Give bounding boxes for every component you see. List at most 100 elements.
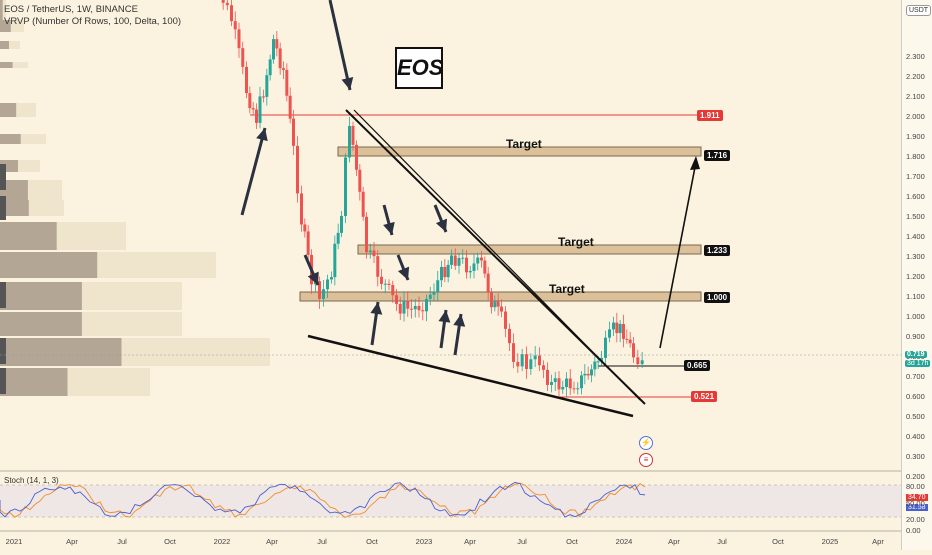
symbol-title: EOS / TetherUS, 1W, BINANCE xyxy=(4,4,138,15)
candle-body xyxy=(296,145,299,194)
candle-body xyxy=(336,232,340,244)
candle-body xyxy=(306,231,310,255)
candle-body xyxy=(608,329,611,338)
volume-profile-bar xyxy=(0,200,29,216)
price-tick: 2.000 xyxy=(906,112,925,121)
candle-body xyxy=(262,96,265,98)
low-level-tag: 0.521 xyxy=(691,391,718,402)
candle-body xyxy=(351,125,355,145)
candle-body xyxy=(436,280,440,293)
candle-body xyxy=(628,339,632,344)
target-price-tag-2: 1.233 xyxy=(704,245,731,256)
candle-body xyxy=(383,283,387,285)
annotation-arrow-head xyxy=(453,314,466,327)
candle-body xyxy=(387,283,391,285)
volume-profile-bar xyxy=(0,41,20,49)
target-label-1: Target xyxy=(506,137,542,151)
candle-body xyxy=(282,68,285,70)
candle-body xyxy=(493,301,497,308)
candle-body xyxy=(398,303,402,314)
volume-profile-bar xyxy=(0,222,57,250)
candle-body xyxy=(275,39,279,49)
candle-body xyxy=(406,300,410,309)
volume-profile-bar xyxy=(0,252,98,278)
time-tick: Oct xyxy=(772,537,784,546)
annotation-arrow xyxy=(328,0,352,91)
price-tick: 2.300 xyxy=(906,52,925,61)
candle-body xyxy=(278,48,282,69)
candle-body xyxy=(285,69,289,96)
currency-label[interactable]: USDT xyxy=(906,5,932,16)
price-tick: 1.200 xyxy=(906,272,925,281)
annotation-arrow xyxy=(240,127,267,216)
candle-body xyxy=(557,378,561,390)
annotation-arrow-head xyxy=(256,128,268,142)
candle-body xyxy=(432,292,436,295)
candle-body xyxy=(303,224,307,232)
volume-profile-bar xyxy=(0,0,6,22)
annotation-arrow-head xyxy=(383,221,395,235)
target-box-2 xyxy=(357,244,702,255)
stoch-label: Stoch (14, 1, 3) xyxy=(4,476,59,485)
volume-profile-bar xyxy=(0,41,9,49)
volume-profile-bar xyxy=(0,62,13,68)
candle-body xyxy=(322,289,325,299)
candle-body xyxy=(553,378,557,383)
annotation-arrow-head xyxy=(341,76,354,90)
candle-body xyxy=(288,95,292,119)
candle-body xyxy=(550,382,553,385)
candle-body xyxy=(417,305,421,311)
volume-profile-bar xyxy=(0,20,11,32)
price-tick: 1.600 xyxy=(906,192,925,201)
stoch-tick: 20.00 xyxy=(906,515,925,524)
candle-body xyxy=(604,337,607,358)
time-tick: Jul xyxy=(717,537,727,546)
volume-profile-bar xyxy=(0,0,3,22)
candle-body xyxy=(490,292,493,308)
time-tick: Oct xyxy=(566,537,578,546)
time-tick: Apr xyxy=(872,537,884,546)
volume-profile-bar xyxy=(0,338,6,364)
flash-icon[interactable]: ⚡ xyxy=(639,436,653,450)
price-tick: 1.700 xyxy=(906,172,925,181)
current-price-tag: 0.719 xyxy=(905,351,927,358)
candle-body xyxy=(632,343,635,358)
volume-profile-bar xyxy=(0,164,6,190)
eos-badge: EOS xyxy=(395,47,443,89)
candle-body xyxy=(476,257,480,264)
candle-body xyxy=(453,255,457,266)
target-box-3 xyxy=(299,291,702,302)
candle-body xyxy=(542,365,545,370)
stoch-d-value: 31.58 xyxy=(906,504,928,511)
price-tick: 1.100 xyxy=(906,292,925,301)
candle-body xyxy=(600,357,603,362)
annotation-arrow-head xyxy=(397,266,410,280)
candle-body xyxy=(596,361,600,363)
candle-body xyxy=(529,359,533,370)
price-tick: 1.900 xyxy=(906,132,925,141)
price-axis[interactable] xyxy=(901,0,932,550)
price-tick: 0.300 xyxy=(906,452,925,461)
candle-body xyxy=(361,191,365,217)
candle-body xyxy=(368,250,372,253)
candle-body xyxy=(546,369,549,385)
candle-body xyxy=(486,273,490,293)
candle-body xyxy=(272,39,275,60)
price-tick: 2.200 xyxy=(906,72,925,81)
candle-body xyxy=(365,216,368,253)
candle-body xyxy=(376,256,380,277)
candle-body xyxy=(251,108,255,110)
stoch-line xyxy=(0,482,646,519)
candle-body xyxy=(593,361,597,370)
time-tick: Jul xyxy=(317,537,327,546)
volume-profile-bar xyxy=(0,180,28,202)
candle-body xyxy=(340,215,343,233)
stoch-k-value: 34.70 xyxy=(906,494,928,501)
us-flag-icon[interactable]: ≡ xyxy=(639,453,653,467)
target-label-3: Target xyxy=(549,282,585,296)
stoch-band xyxy=(0,485,901,517)
candle-body xyxy=(421,310,425,312)
time-tick: Apr xyxy=(66,537,78,546)
